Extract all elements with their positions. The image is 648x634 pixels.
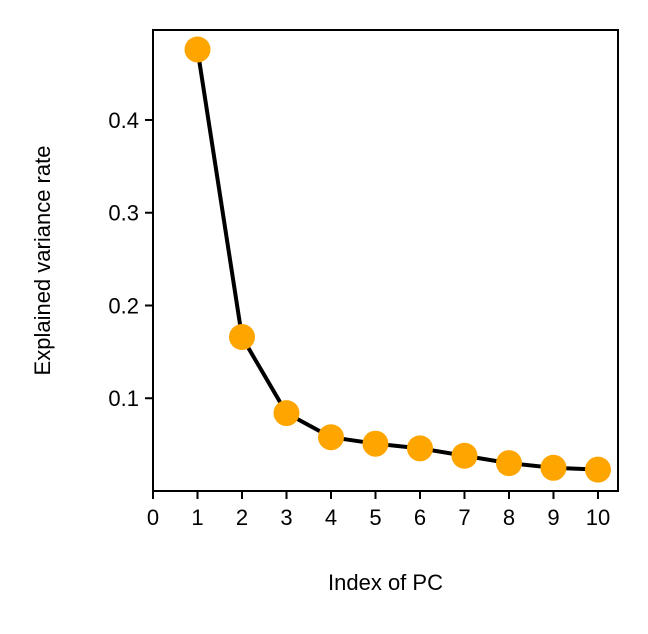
x-tick-label: 3 (280, 505, 292, 530)
x-tick-label: 1 (191, 505, 203, 530)
data-point (317, 424, 344, 451)
data-point (540, 454, 567, 481)
x-tick-label: 4 (325, 505, 337, 530)
x-tick-label: 0 (147, 505, 159, 530)
x-tick-label: 9 (547, 505, 559, 530)
x-axis-label: Index of PC (328, 570, 443, 595)
y-tick-label: 0.3 (108, 201, 139, 226)
data-point (362, 430, 389, 457)
y-tick-label: 0.4 (108, 108, 139, 133)
y-tick-label: 0.2 (108, 293, 139, 318)
x-tick-label: 7 (458, 505, 470, 530)
data-point (228, 324, 255, 351)
x-tick-label: 5 (369, 505, 381, 530)
data-point (495, 450, 522, 477)
ticks-layer: 0 1 2 3 4 5 6 7 8 9 10 0.1 0.2 0.3 0.4 (108, 108, 610, 530)
data-point (584, 456, 611, 483)
x-tick-label: 10 (586, 505, 610, 530)
data-point (273, 400, 300, 427)
series-line (195, 49, 599, 472)
data-point (451, 442, 478, 469)
x-tick-label: 6 (414, 505, 426, 530)
data-point (406, 435, 433, 462)
series-layer (184, 36, 611, 483)
plot-frame (152, 29, 619, 492)
x-tick-label: 2 (236, 505, 248, 530)
y-axis-label: Explained variance rate (30, 146, 55, 376)
y-tick-label: 0.1 (108, 386, 139, 411)
x-tick-label: 8 (503, 505, 515, 530)
data-point (184, 36, 211, 63)
